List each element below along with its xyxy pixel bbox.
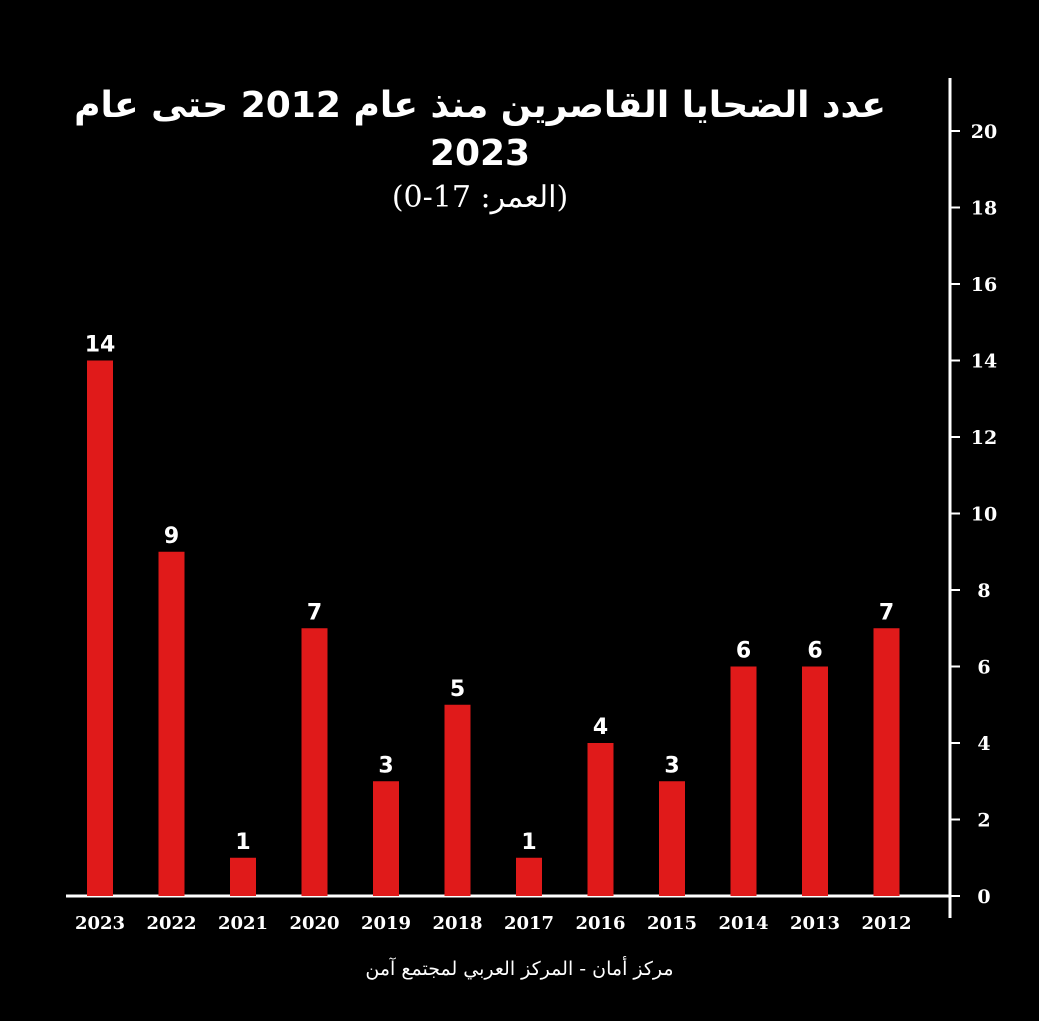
x-tick-label: 2022 <box>146 913 196 934</box>
bar <box>444 704 471 896</box>
x-tick-label: 2016 <box>575 913 625 934</box>
bar <box>587 743 614 896</box>
y-tick-label: 4 <box>977 733 990 755</box>
y-tick-label: 20 <box>971 121 997 143</box>
data-label: 14 <box>85 333 116 358</box>
bar <box>659 781 685 896</box>
bar <box>730 666 757 896</box>
y-tick-label: 18 <box>971 198 997 220</box>
y-tick-label: 10 <box>971 504 997 526</box>
data-label: 1 <box>521 830 536 855</box>
data-label: 6 <box>736 639 751 664</box>
x-tick-label: 2023 <box>75 913 125 934</box>
y-tick-label: 8 <box>977 580 990 602</box>
title-block: عدد الضحايا القاصرين منذ عام 2012 حتى عا… <box>60 82 900 218</box>
x-tick-label: 2017 <box>504 913 554 934</box>
chart-title: عدد الضحايا القاصرين منذ عام 2012 حتى عا… <box>74 85 886 174</box>
data-label: 7 <box>307 600 322 625</box>
bar <box>87 360 113 896</box>
bar <box>158 551 185 896</box>
x-tick-label: 2013 <box>790 913 840 934</box>
bar <box>373 781 399 896</box>
bar <box>230 857 256 896</box>
y-tick-label: 12 <box>971 427 997 449</box>
bar <box>802 666 828 896</box>
x-tick-label: 2021 <box>218 913 268 934</box>
data-label: 9 <box>164 524 179 549</box>
data-label: 3 <box>664 753 679 778</box>
y-tick-label: 2 <box>977 810 990 832</box>
x-tick-label: 2020 <box>289 913 339 934</box>
data-label: 3 <box>378 753 393 778</box>
chart-subtitle: (العمر: 17-0) <box>391 180 569 215</box>
bar <box>873 628 900 896</box>
bar <box>301 628 328 896</box>
x-tick-label: 2015 <box>647 913 697 934</box>
x-tick-label: 2014 <box>718 913 768 934</box>
data-label: 7 <box>879 600 894 625</box>
data-label: 6 <box>807 639 822 664</box>
y-tick-label: 0 <box>977 886 990 908</box>
data-label: 1 <box>235 830 250 855</box>
bar <box>516 857 542 896</box>
x-tick-label: 2018 <box>432 913 482 934</box>
x-tick-label: 2012 <box>861 913 911 934</box>
y-tick-label: 6 <box>977 657 990 679</box>
y-tick-label: 16 <box>971 274 997 296</box>
x-tick-label: 2019 <box>361 913 411 934</box>
y-tick-label: 14 <box>971 351 997 373</box>
source-credit: مركز أمان - المركز العربي لمجتمع آمن <box>365 958 674 980</box>
data-label: 4 <box>593 715 608 740</box>
data-label: 5 <box>450 677 465 702</box>
